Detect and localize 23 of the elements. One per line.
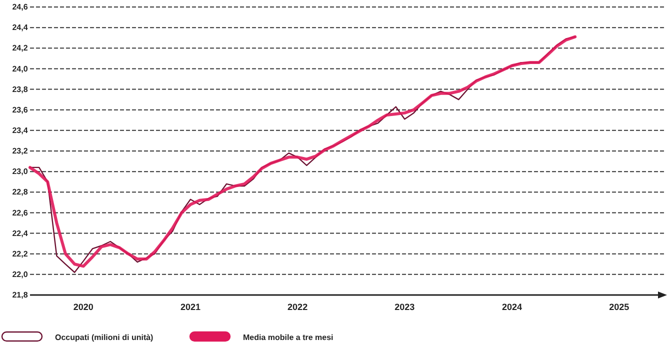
y-tick-label: 24,2 xyxy=(12,44,28,53)
x-tick-label: 2025 xyxy=(609,302,630,312)
y-tick-label: 23,2 xyxy=(12,146,28,156)
legend-label: Media mobile a tre mesi xyxy=(243,333,334,342)
y-tick-label: 23,4 xyxy=(12,126,28,135)
y-tick-label: 21,8 xyxy=(12,290,28,300)
y-tick-label: 23,8 xyxy=(12,84,28,94)
y-tick-label: 22,2 xyxy=(12,249,28,258)
y-tick-label: 23,6 xyxy=(12,105,28,114)
x-tick-label: 2021 xyxy=(180,302,200,312)
y-tick-label: 23,0 xyxy=(12,167,28,176)
y-tick-label: 24,4 xyxy=(12,23,28,32)
x-tick-label: 2023 xyxy=(394,302,415,312)
x-tick-label: 2024 xyxy=(502,302,522,312)
y-tick-label: 24,0 xyxy=(12,64,28,74)
y-tick-label: 24,6 xyxy=(12,2,28,12)
y-tick-label: 22,0 xyxy=(12,270,28,279)
x-tick-label: 2020 xyxy=(73,302,94,312)
y-tick-label: 22,4 xyxy=(12,228,28,238)
y-tick-label: 22,6 xyxy=(12,208,28,218)
y-tick-label: 22,8 xyxy=(12,188,28,197)
x-tick-label: 2022 xyxy=(288,302,308,312)
legend-label: Occupati (milioni di unità) xyxy=(55,333,154,342)
